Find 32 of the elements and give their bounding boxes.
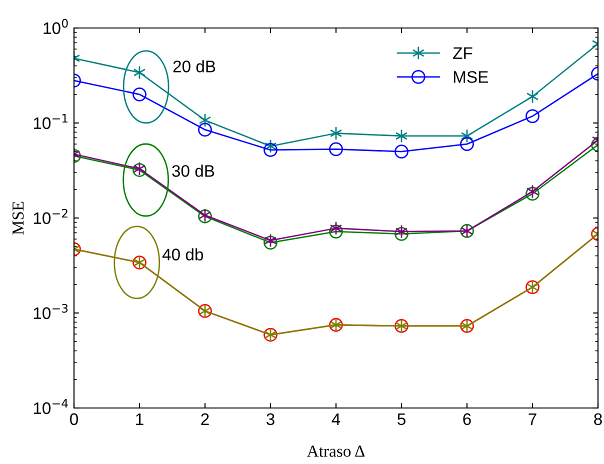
annotation: 40 db	[162, 248, 204, 260]
point	[394, 144, 408, 159]
point	[394, 226, 408, 241]
point	[264, 236, 278, 250]
point	[460, 137, 474, 152]
y-axis-title: MSE	[12, 202, 24, 235]
point	[198, 122, 212, 137]
legend-label: MSE	[454, 71, 488, 83]
point	[132, 87, 146, 102]
x-tick-label: 1	[136, 413, 144, 425]
x-tick-label: 6	[463, 413, 471, 426]
annotation: 20 dB	[173, 60, 216, 72]
y-tick-label: 10$^{−4}$	[34, 399, 68, 414]
x-tick-label: 2	[201, 413, 209, 425]
x-axis-title: Atraso Δ	[306, 446, 365, 457]
x-tick-label: 8	[594, 413, 602, 426]
x-tick-label: 0	[70, 413, 78, 426]
point	[329, 142, 343, 156]
point	[329, 224, 343, 238]
x-tick-label: 5	[398, 413, 406, 426]
point	[264, 143, 278, 157]
point	[526, 109, 540, 124]
annotation: 30 dB	[172, 164, 214, 177]
y-tick-label: 10$^{−1}$	[34, 114, 68, 130]
point	[526, 186, 540, 201]
x-tick-label: 4	[332, 413, 340, 425]
y-tick-label: 10$^{−3}$	[34, 304, 68, 320]
y-tick-label: 10$^{−2}$	[34, 208, 68, 224]
y-tick-label: 10$^{0}$	[44, 18, 68, 34]
x-tick-label: 7	[528, 413, 536, 425]
legend-label: ZF	[453, 47, 472, 59]
x-tick-label: 3	[266, 413, 274, 426]
